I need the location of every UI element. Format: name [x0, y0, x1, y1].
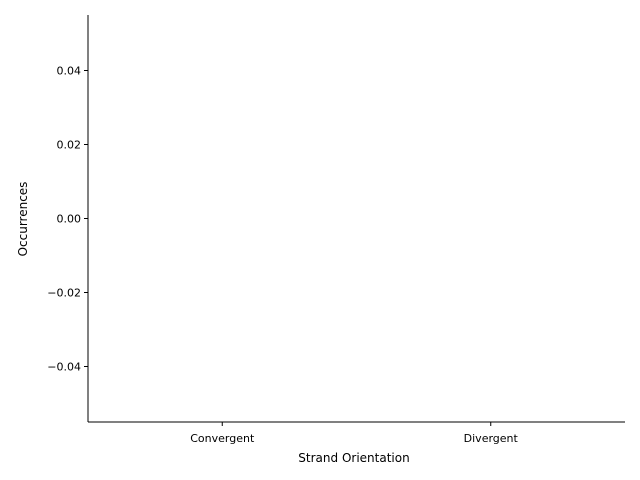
x-tick-label: Convergent [190, 432, 255, 445]
y-axis-ticks: −0.04 −0.02 0.00 0.02 0.04 [47, 65, 88, 374]
y-tick-label: 0.02 [57, 139, 82, 152]
x-axis-label: Strand Orientation [298, 451, 409, 465]
y-tick-label: −0.04 [47, 361, 81, 374]
x-axis-ticks: Convergent Divergent [190, 422, 519, 445]
y-axis-label: Occurrences [16, 182, 30, 257]
y-tick-label: 0.04 [57, 65, 82, 78]
x-tick-label: Divergent [464, 432, 519, 445]
y-tick-label: 0.00 [57, 213, 82, 226]
y-tick-label: −0.02 [47, 287, 81, 300]
